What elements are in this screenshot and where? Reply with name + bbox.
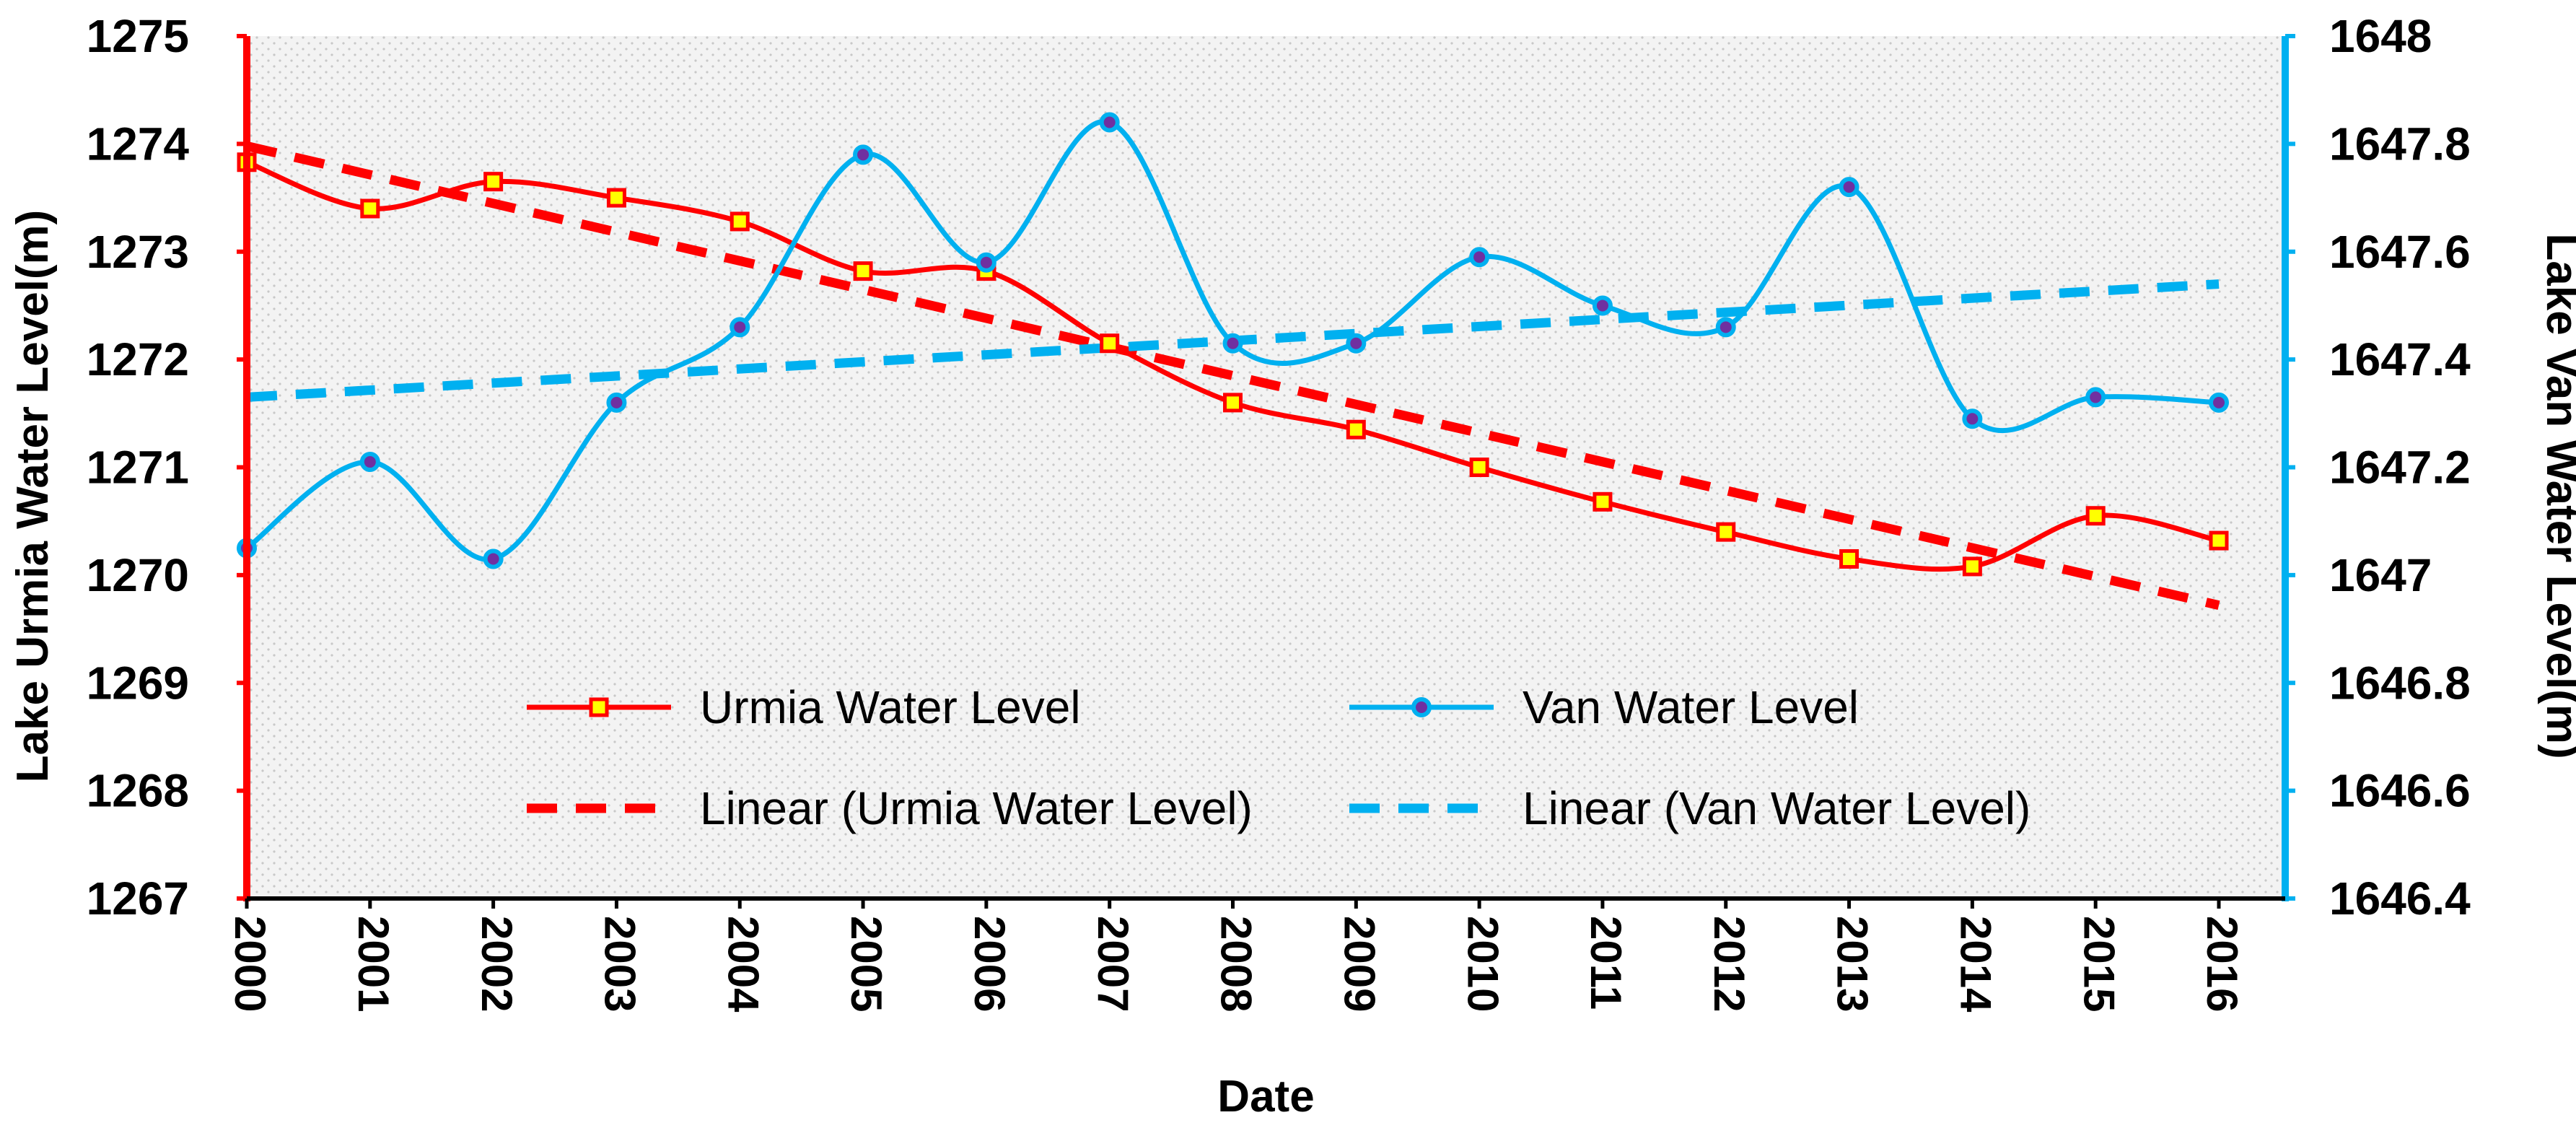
point-van-2013 bbox=[1839, 177, 1859, 198]
x-tick-label: 2007 bbox=[1089, 916, 1137, 1012]
point-urmia-2007 bbox=[1100, 333, 1120, 354]
x-tick-label: 2009 bbox=[1335, 916, 1383, 1012]
x-tick-label: 2011 bbox=[1582, 916, 1630, 1010]
left-y-axis-title: Lake Urmia Water Level(m) bbox=[8, 210, 58, 783]
point-van-2016 bbox=[2209, 392, 2229, 413]
x-tick-label: 2004 bbox=[719, 916, 767, 1013]
point-van-2006 bbox=[976, 252, 996, 273]
right-tick-label: 1646.6 bbox=[2329, 765, 2471, 817]
x-tick-label: 2015 bbox=[2075, 916, 2123, 1012]
x-axis-title: Date bbox=[1217, 1072, 1314, 1122]
point-urmia-2011 bbox=[1593, 491, 1613, 512]
legend-label: Linear (Urmia Water Level) bbox=[700, 782, 1253, 834]
legend-square-marker bbox=[589, 697, 609, 717]
x-tick-label: 2006 bbox=[965, 916, 1014, 1012]
left-tick-label: 1267 bbox=[87, 873, 189, 924]
x-tick-label: 2002 bbox=[473, 916, 521, 1012]
point-van-2011 bbox=[1592, 295, 1613, 316]
legend-item: Van Water Level bbox=[1349, 681, 1859, 733]
left-tick-label: 1270 bbox=[87, 549, 189, 601]
point-urmia-2014 bbox=[1962, 556, 1982, 577]
legend-label: Urmia Water Level bbox=[700, 681, 1081, 733]
x-tick-label: 2008 bbox=[1212, 916, 1261, 1012]
left-tick-label: 1273 bbox=[87, 226, 189, 278]
x-tick-label: 2012 bbox=[1705, 916, 1753, 1012]
right-y-axis-title: Lake Van Water Level(m) bbox=[2537, 233, 2576, 758]
legend-label: Linear (Van Water Level) bbox=[1523, 782, 2030, 834]
x-tick-label: 2016 bbox=[2198, 916, 2246, 1012]
point-van-2015 bbox=[2085, 387, 2106, 408]
left-tick-label: 1272 bbox=[87, 333, 189, 385]
right-tick-label: 1646.8 bbox=[2329, 657, 2471, 709]
right-tick-label: 1648 bbox=[2329, 10, 2432, 62]
right-tick-label: 1647.8 bbox=[2329, 118, 2471, 170]
left-tick-label: 1274 bbox=[87, 118, 190, 170]
left-tick-label: 1268 bbox=[87, 765, 189, 817]
point-urmia-2009 bbox=[1346, 419, 1366, 440]
point-van-2005 bbox=[853, 144, 874, 165]
right-tick-label: 1646.4 bbox=[2329, 873, 2471, 924]
right-tick-label: 1647 bbox=[2329, 549, 2432, 601]
point-van-2009 bbox=[1346, 333, 1367, 354]
series-line-van bbox=[245, 118, 2220, 562]
right-tick-label: 1647.2 bbox=[2329, 442, 2471, 494]
left-tick-label: 1271 bbox=[87, 442, 189, 494]
point-urmia-2001 bbox=[360, 198, 380, 219]
right-tick-label: 1647.6 bbox=[2329, 226, 2471, 278]
point-van-2008 bbox=[1222, 333, 1243, 354]
point-van-2002 bbox=[483, 548, 504, 569]
legend-item: Linear (Urmia Water Level) bbox=[527, 782, 1253, 834]
x-tick-label: 2001 bbox=[349, 916, 398, 1012]
trendline-urmia bbox=[245, 141, 2220, 611]
plot-area bbox=[247, 36, 2285, 899]
x-tick-label: 2005 bbox=[842, 916, 890, 1012]
point-urmia-2012 bbox=[1716, 522, 1736, 542]
legend-item: Linear (Van Water Level) bbox=[1349, 782, 2030, 834]
x-tick-label: 2003 bbox=[596, 916, 644, 1012]
x-tick-label: 2014 bbox=[1952, 916, 2000, 1013]
point-van-2004 bbox=[730, 317, 750, 338]
point-van-2012 bbox=[1715, 317, 1736, 338]
point-van-2003 bbox=[606, 392, 627, 413]
point-urmia-2002 bbox=[483, 172, 504, 192]
point-urmia-2010 bbox=[1469, 458, 1489, 477]
x-tick-label: 2010 bbox=[1458, 916, 1507, 1012]
point-urmia-2015 bbox=[2085, 506, 2106, 526]
point-urmia-2016 bbox=[2209, 530, 2229, 551]
point-van-2007 bbox=[1099, 112, 1120, 133]
legend-circle-marker bbox=[1411, 697, 1432, 717]
point-urmia-2005 bbox=[853, 261, 873, 281]
point-van-2014 bbox=[1962, 408, 1983, 429]
legend: Urmia Water Level Van Water Level Linear (… bbox=[527, 681, 2030, 834]
legend-item: Urmia Water Level bbox=[527, 681, 1081, 733]
point-van-2001 bbox=[359, 452, 380, 473]
point-urmia-2004 bbox=[730, 211, 750, 232]
x-tick-label: 2000 bbox=[226, 916, 274, 1012]
left-tick-label: 1269 bbox=[87, 657, 189, 709]
point-urmia-2013 bbox=[1839, 548, 1859, 569]
right-tick-label: 1647.4 bbox=[2329, 333, 2471, 385]
point-urmia-2003 bbox=[606, 188, 626, 208]
left-tick-label: 1275 bbox=[87, 10, 189, 62]
point-urmia-2008 bbox=[1223, 393, 1243, 413]
legend-label: Van Water Level bbox=[1523, 681, 1859, 733]
x-tick-label: 2013 bbox=[1828, 916, 1877, 1012]
point-van-2010 bbox=[1469, 247, 1490, 268]
